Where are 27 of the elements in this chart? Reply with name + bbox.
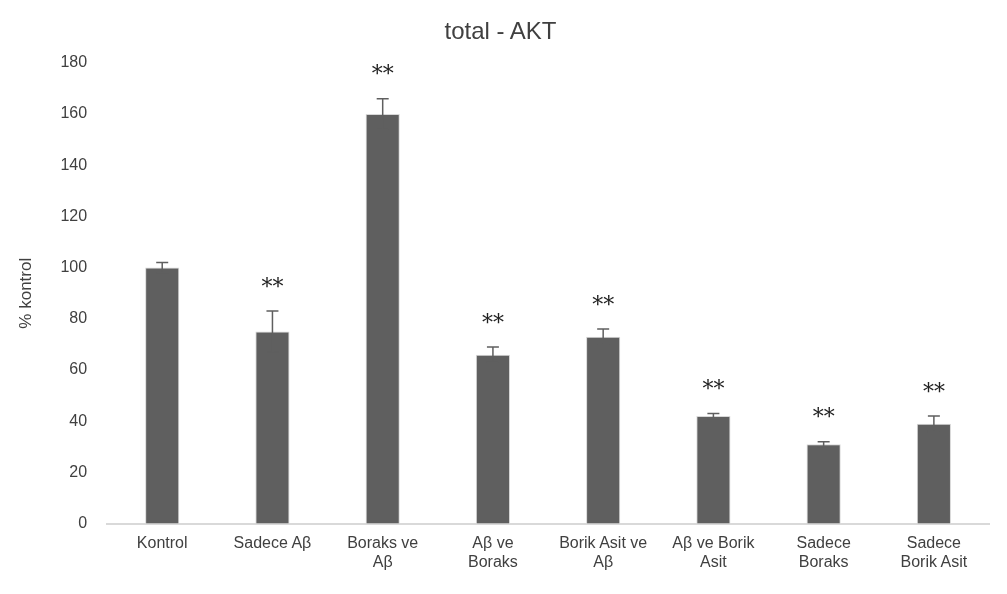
y-tick-label: 0 — [78, 514, 88, 532]
x-tick-label: Sadece Aβ — [233, 533, 312, 551]
annotation: ** — [592, 291, 615, 317]
x-tick-label: Aβ ve Borik Asit — [672, 533, 756, 570]
y-tick-label: 100 — [60, 258, 88, 276]
x-tick-label: Boraks ve Aβ — [347, 533, 419, 570]
y-tick-label: 80 — [69, 309, 88, 327]
annotation: ** — [702, 376, 725, 402]
y-tick-label: 20 — [69, 462, 88, 480]
annotation: ** — [371, 61, 394, 87]
chart-title: total - AKT — [444, 17, 557, 45]
x-tick-label: Sadece Borik Asit — [900, 533, 968, 570]
x-tick-label: Sadece Boraks — [796, 533, 851, 570]
annotation: ** — [261, 273, 284, 299]
annotation: ** — [922, 378, 945, 404]
x-tick-label: Borik Asit ve Aβ — [559, 533, 648, 570]
y-tick-label: 160 — [60, 104, 88, 122]
annotation: ** — [481, 309, 504, 335]
x-tick-label: Kontrol — [136, 533, 188, 551]
y-tick-label: 60 — [69, 360, 88, 378]
y-axis-title: % kontrol — [15, 257, 35, 329]
x-tick-label: Aβ ve Boraks — [468, 533, 518, 570]
y-tick-label: 180 — [60, 53, 88, 71]
annotation: ** — [812, 404, 835, 430]
y-tick-label: 120 — [60, 206, 88, 224]
y-tick-label: 40 — [69, 411, 88, 429]
y-tick-label: 140 — [60, 155, 88, 173]
